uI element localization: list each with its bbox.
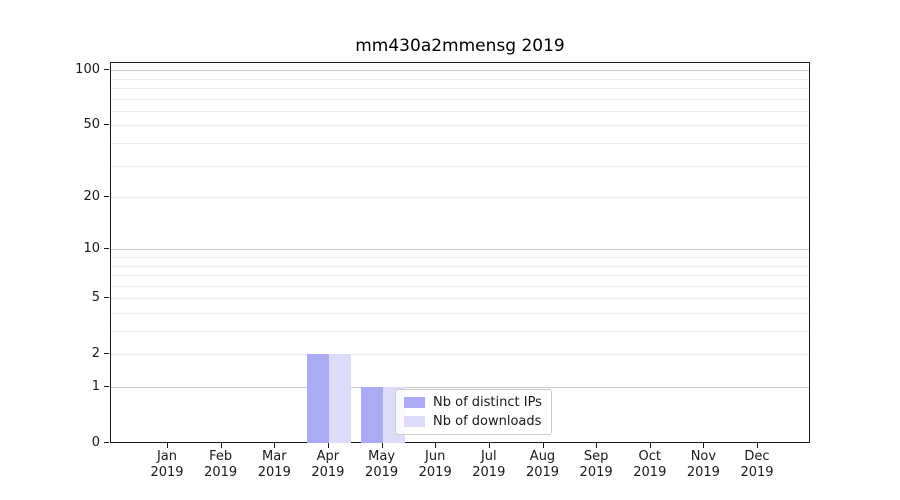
gridline-y-9 bbox=[111, 257, 809, 258]
x-tick-mark-mar bbox=[274, 443, 276, 448]
y-tick-label-10: 10 bbox=[83, 241, 100, 257]
gridline-y-10 bbox=[111, 249, 809, 251]
gridline-y-100 bbox=[111, 70, 809, 72]
legend-label-downloads: Nb of downloads bbox=[433, 414, 542, 429]
x-tick-label-jul: Jul 2019 bbox=[472, 449, 506, 480]
y-tick-mark-10 bbox=[104, 248, 109, 250]
x-tick-label-jun: Jun 2019 bbox=[418, 449, 452, 480]
gridline-y-90 bbox=[111, 78, 809, 80]
x-tick-mark-nov bbox=[703, 443, 705, 448]
x-tick-mark-oct bbox=[649, 443, 651, 448]
x-tick-label-sep: Sep 2019 bbox=[579, 449, 613, 480]
x-tick-label-jan: Jan 2019 bbox=[150, 449, 184, 480]
x-tick-mark-jun bbox=[435, 443, 437, 448]
y-tick-mark-50 bbox=[104, 124, 109, 126]
gridline-y-50 bbox=[111, 125, 809, 127]
gridline-y-4 bbox=[111, 313, 809, 314]
gridline-y-2 bbox=[111, 354, 809, 356]
gridline-y-6 bbox=[111, 285, 809, 287]
x-tick-label-feb: Feb 2019 bbox=[204, 449, 238, 480]
x-tick-label-oct: Oct 2019 bbox=[633, 449, 667, 480]
x-tick-mark-may bbox=[381, 443, 383, 448]
y-tick-mark-5 bbox=[104, 297, 109, 299]
bar-nb-of-downloads-apr-2019 bbox=[328, 354, 351, 443]
x-tick-mark-aug bbox=[542, 443, 544, 448]
x-tick-label-dec: Dec 2019 bbox=[740, 449, 774, 480]
legend-entry-downloads: Nb of downloads bbox=[404, 414, 542, 429]
gridline-y-5 bbox=[111, 298, 809, 300]
x-tick-label-apr: Apr 2019 bbox=[311, 449, 345, 480]
x-tick-label-aug: Aug 2019 bbox=[525, 449, 560, 480]
gridline-y-8 bbox=[111, 265, 809, 267]
gridline-y-40 bbox=[111, 143, 809, 144]
y-tick-mark-0 bbox=[104, 442, 109, 443]
legend-swatch-downloads-icon bbox=[404, 416, 425, 427]
x-tick-label-nov: Nov 2019 bbox=[686, 449, 720, 480]
x-tick-mark-sep bbox=[596, 443, 598, 448]
plot-area: Nb of distinct IPs Nb of downloads bbox=[110, 62, 810, 443]
x-tick-mark-jul bbox=[488, 443, 490, 448]
y-tick-mark-1 bbox=[104, 386, 109, 387]
chart-title: mm430a2mmensg 2019 bbox=[355, 36, 565, 56]
gridline-y-1 bbox=[111, 387, 809, 388]
gridline-y-7 bbox=[111, 275, 809, 276]
x-tick-mark-dec bbox=[757, 443, 758, 448]
x-tick-mark-apr bbox=[327, 443, 329, 448]
gridline-y-80 bbox=[111, 88, 809, 89]
y-tick-label-5: 5 bbox=[91, 290, 100, 306]
y-tick-label-20: 20 bbox=[83, 189, 100, 205]
y-tick-label-0: 0 bbox=[91, 435, 100, 450]
y-tick-mark-100 bbox=[104, 69, 109, 71]
gridline-y-70 bbox=[111, 98, 809, 100]
legend-entry-distinct-ips: Nb of distinct IPs bbox=[404, 395, 542, 410]
gridline-y-3 bbox=[111, 331, 809, 332]
gridline-y-60 bbox=[111, 110, 809, 112]
gridline-y-20 bbox=[111, 197, 809, 199]
y-tick-mark-2 bbox=[104, 353, 109, 355]
x-tick-label-mar: Mar 2019 bbox=[257, 449, 291, 480]
legend: Nb of distinct IPs Nb of downloads bbox=[395, 389, 552, 435]
legend-swatch-distinct-ips-icon bbox=[404, 397, 425, 408]
gridline-y-30 bbox=[111, 165, 809, 167]
y-tick-label-100: 100 bbox=[75, 62, 100, 78]
y-tick-label-2: 2 bbox=[91, 346, 100, 362]
x-tick-mark-feb bbox=[220, 443, 222, 448]
y-tick-mark-20 bbox=[104, 196, 109, 198]
y-tick-label-50: 50 bbox=[83, 117, 100, 133]
legend-label-distinct-ips: Nb of distinct IPs bbox=[433, 395, 542, 410]
x-tick-mark-jan bbox=[167, 443, 168, 448]
x-tick-label-may: May 2019 bbox=[365, 449, 399, 480]
bar-nb-of-distinct-ips-apr-2019 bbox=[306, 354, 329, 443]
y-tick-label-1: 1 bbox=[91, 379, 100, 394]
bar-nb-of-distinct-ips-may-2019 bbox=[360, 387, 383, 443]
